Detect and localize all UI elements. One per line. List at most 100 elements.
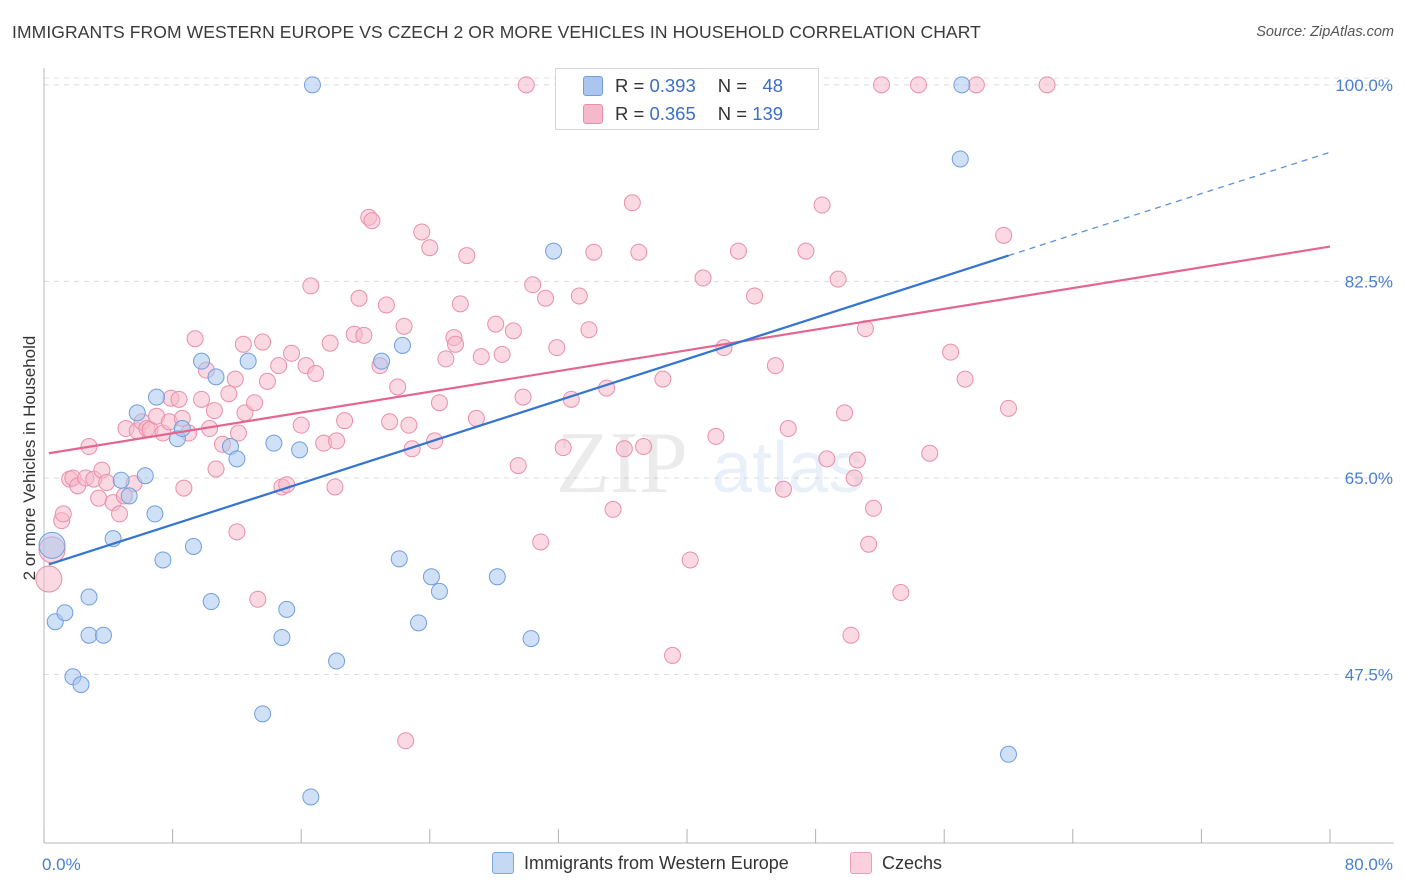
czechs-point-111 [779,420,797,438]
legend-row-western-europe: R = 0.393 N = 48 [556,72,783,100]
legend-item-western-europe: Immigrants from Western Europe [492,852,789,874]
legend-label-czechs: Czechs [882,852,943,873]
czechs-point-0 [35,565,63,593]
western-europe-point-38 [430,582,448,600]
y-tick-label-0: 47.5% [1345,666,1393,685]
czechs-trend-line [48,245,1331,455]
western-europe-point-30 [302,788,320,806]
czechs-point-31 [193,390,211,408]
czechs-point-74 [437,350,455,368]
western-europe-point-32 [328,652,346,670]
legend-item-czechs: Czechs [850,852,942,874]
western-europe-point-27 [273,628,291,646]
czechs-point-135 [421,239,439,257]
czechs-point-26 [170,390,188,408]
western-europe-point-9 [112,471,130,489]
r-label: R = [615,103,645,124]
n-value-czechs: 139 [752,103,784,124]
y-axis-label: 2 or more Vehicles in Household [20,335,39,581]
czechs-point-69 [400,416,418,434]
correlation-legend: R = 0.393 N = 48 R = 0.365 N = 139 [555,68,819,130]
western-europe-point-34 [390,550,408,568]
czechs-point-110 [766,357,784,375]
chart-title: IMMIGRANTS FROM WESTERN EUROPE VS CZECH … [12,22,981,42]
r-value-czechs: 0.365 [649,103,696,124]
series-legend: Immigrants from Western Europe Czechs [0,852,1406,878]
czechs-point-94 [585,243,603,261]
czechs-point-129 [995,226,1013,244]
czechs-point-87 [532,533,550,551]
czechs-point-38 [226,370,244,388]
n-label: N = [717,75,748,96]
legend-swatch-pink [583,104,603,124]
y-tick-label-3: 100.0% [1335,76,1393,95]
czechs-point-100 [635,438,653,456]
czechs-point-113 [813,196,831,214]
western-europe-point-6 [80,626,98,644]
czechs-point-60 [350,289,368,307]
czechs-point-45 [258,372,276,390]
czechs-point-120 [860,535,878,553]
czechs-point-56 [326,478,344,496]
western-europe-point-10 [120,487,138,505]
western-europe-point-25 [254,705,272,723]
czechs-point-63 [363,212,381,230]
czechs-point-93 [580,321,598,339]
czechs-point-82 [493,345,511,363]
czechs-point-98 [623,194,641,212]
czechs-point-128 [967,76,985,94]
czechs-point-66 [381,413,399,431]
czechs-point-127 [956,370,974,388]
czechs-point-101 [654,370,672,388]
czechs-point-10 [90,489,108,507]
czechs-point-112 [797,242,815,260]
czechs-points [35,76,1056,750]
czechs-point-12 [98,473,116,491]
czechs-point-108 [746,287,764,305]
western-europe-point-29 [291,441,309,459]
czechs-point-34 [205,402,223,420]
watermark: ZIP atlas [556,415,864,512]
czechs-point-61 [355,326,373,344]
czechs-point-77 [451,295,469,313]
watermark-zip: ZIP [556,415,688,512]
czechs-point-134 [774,480,792,498]
czechs-point-89 [548,339,566,357]
czechs-point-130 [1000,399,1017,417]
western-europe-point-40 [522,630,540,648]
czechs-point-83 [504,322,522,340]
czechs-point-86 [524,276,542,294]
czechs-point-14 [111,505,129,523]
western-europe-point-28 [278,600,296,618]
czechs-point-28 [175,479,193,497]
western-europe-point-45 [953,76,971,94]
trend-lines [48,151,1331,566]
czechs-point-121 [864,499,882,517]
czechs-point-55 [321,334,339,352]
czechs-point-35 [207,460,225,478]
czechs-point-81 [487,315,505,333]
czechs-point-133 [517,76,535,94]
western-europe-point-31 [303,76,321,94]
western-europe-point-33 [373,352,391,370]
western-europe-point-37 [422,568,440,586]
czechs-point-37 [220,385,238,403]
czechs-point-44 [254,333,272,351]
czechs-point-102 [664,646,682,664]
western-europe-point-23 [228,450,246,468]
western-europe-point-18 [184,537,202,555]
western-europe-point-26 [265,434,283,452]
czechs-point-125 [921,444,939,462]
x-tick-label-0: 0.0% [42,855,81,874]
czechs-point-78 [458,247,476,265]
gridlines [44,77,1390,676]
czechs-point-123 [892,584,910,602]
czechs-point-40 [234,335,252,353]
czechs-point-105 [707,427,725,445]
western-europe-point-19 [193,352,211,370]
legend-swatch-blue [583,76,603,96]
western-europe-point-20 [202,593,220,611]
czechs-point-42 [246,394,264,412]
western-europe-point-0 [38,531,66,559]
